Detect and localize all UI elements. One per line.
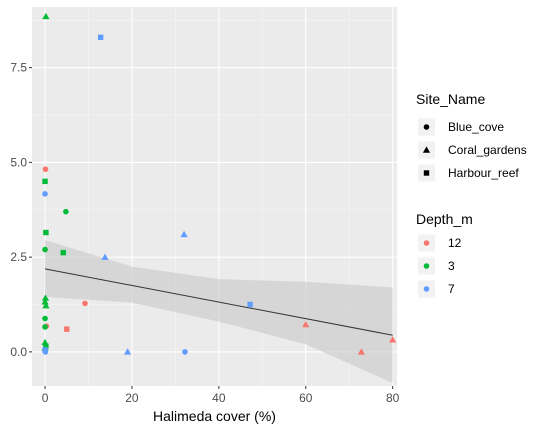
minor-gridlines bbox=[32, 7, 397, 386]
data-point bbox=[42, 246, 48, 253]
data-point bbox=[182, 349, 188, 355]
confidence-ribbon bbox=[45, 240, 393, 383]
trend-line bbox=[44, 268, 393, 336]
data-point bbox=[180, 230, 188, 238]
data-point bbox=[82, 300, 88, 307]
data-point bbox=[42, 302, 50, 309]
legend-key-color bbox=[423, 286, 430, 292]
data-point bbox=[247, 301, 253, 308]
data-point bbox=[42, 12, 50, 20]
legend-label: Harbour_reef bbox=[448, 166, 519, 180]
axes: 0 20 40 60 80 0.0 2.5 5.0 7.5 bbox=[10, 61, 399, 405]
x-tick-label: 40 bbox=[212, 391, 226, 405]
y-tick-label: 5.0 bbox=[10, 155, 27, 169]
data-point bbox=[302, 321, 310, 328]
data-point bbox=[101, 253, 109, 260]
data-point bbox=[42, 178, 48, 185]
legend-title: Depth_m bbox=[416, 211, 473, 227]
data-point bbox=[60, 249, 66, 256]
data-point bbox=[357, 348, 365, 355]
y-tick-label: 7.5 bbox=[10, 61, 27, 75]
data-point bbox=[123, 348, 132, 355]
data-point bbox=[42, 191, 48, 197]
y-tick-label: 2.5 bbox=[10, 250, 27, 264]
data-point bbox=[42, 349, 49, 355]
data-point bbox=[97, 34, 104, 41]
legend-label: Coral_gardens bbox=[448, 143, 527, 157]
legend-key-color bbox=[423, 263, 430, 269]
x-tick-label: 20 bbox=[125, 391, 139, 405]
legends: Site_Name Blue_cove Coral_gardens Harbour_r… bbox=[416, 91, 527, 298]
legend-label: 12 bbox=[448, 236, 462, 250]
legend-label: Blue_cove bbox=[448, 120, 504, 134]
legend-key-square bbox=[423, 170, 430, 176]
y-tick-label: 0.0 bbox=[10, 345, 27, 359]
x-tick-label: 80 bbox=[386, 391, 400, 405]
legend-key-color bbox=[423, 240, 430, 246]
legend-key-triangle bbox=[422, 146, 431, 153]
legend-title: Site_Name bbox=[416, 91, 485, 107]
data-point bbox=[389, 336, 397, 343]
data-point bbox=[42, 324, 48, 330]
legend-label: 3 bbox=[448, 259, 455, 273]
x-tick-label: 60 bbox=[299, 391, 313, 405]
data-point bbox=[42, 315, 48, 322]
data-point bbox=[43, 229, 49, 236]
data-point bbox=[41, 294, 50, 301]
data-point bbox=[42, 166, 49, 173]
major-gridlines bbox=[32, 7, 397, 386]
x-axis-title: Halimeda cover (%) bbox=[153, 408, 276, 424]
data-points bbox=[41, 12, 397, 355]
legend-label: 7 bbox=[448, 282, 455, 296]
legend-key-circle bbox=[423, 124, 430, 130]
data-point bbox=[64, 326, 70, 332]
x-tick-label: 0 bbox=[42, 391, 49, 405]
data-point bbox=[63, 208, 69, 215]
data-point bbox=[41, 298, 49, 305]
